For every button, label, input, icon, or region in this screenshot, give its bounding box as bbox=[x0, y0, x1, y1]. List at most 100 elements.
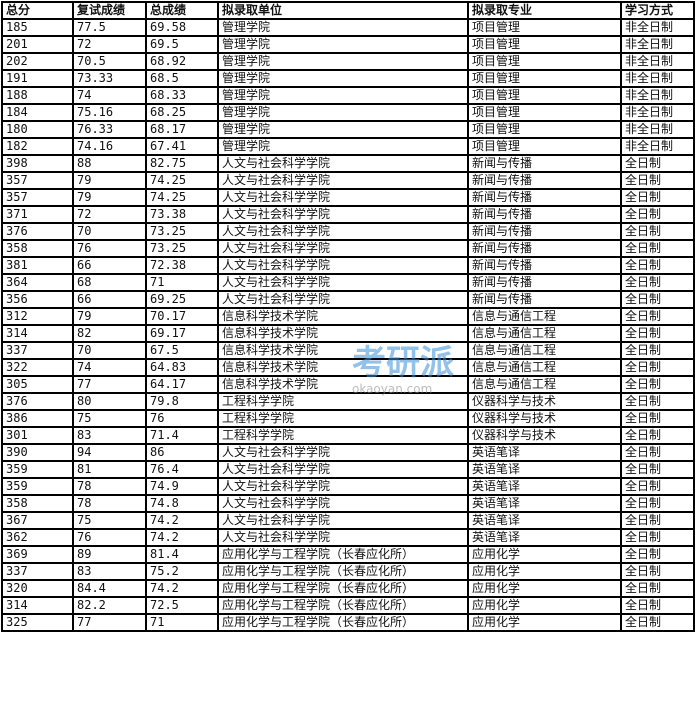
cell-total-score: 381 bbox=[1, 256, 74, 275]
cell-study-mode: 非全日制 bbox=[620, 35, 695, 54]
cell-final-score: 74.25 bbox=[145, 171, 219, 190]
cell-unit: 人文与社会科学学院 bbox=[217, 171, 469, 190]
cell-retest-score: 75 bbox=[72, 409, 147, 428]
table-row: 358 78 74.8 人文与社会科学学院 英语笔译 全日制 bbox=[1, 494, 695, 513]
cell-study-mode: 全日制 bbox=[620, 443, 695, 462]
cell-total-score: 305 bbox=[1, 375, 74, 394]
cell-retest-score: 72 bbox=[72, 205, 147, 224]
cell-final-score: 79.8 bbox=[145, 392, 219, 411]
cell-unit: 管理学院 bbox=[217, 35, 469, 54]
cell-study-mode: 非全日制 bbox=[620, 103, 695, 122]
table-row: 369 89 81.4 应用化学与工程学院（长春应化所） 应用化学 全日制 bbox=[1, 545, 695, 564]
cell-final-score: 72.5 bbox=[145, 596, 219, 615]
cell-final-score: 76.4 bbox=[145, 460, 219, 479]
cell-study-mode: 全日制 bbox=[620, 426, 695, 445]
cell-major: 英语笔译 bbox=[467, 528, 622, 547]
table-row: 359 81 76.4 人文与社会科学学院 英语笔译 全日制 bbox=[1, 460, 695, 479]
cell-major: 新闻与传播 bbox=[467, 205, 622, 224]
cell-study-mode: 非全日制 bbox=[620, 120, 695, 139]
cell-study-mode: 非全日制 bbox=[620, 86, 695, 105]
cell-total-score: 314 bbox=[1, 324, 74, 343]
cell-major: 应用化学 bbox=[467, 562, 622, 581]
cell-unit: 人文与社会科学学院 bbox=[217, 273, 469, 292]
cell-study-mode: 全日制 bbox=[620, 324, 695, 343]
cell-total-score: 358 bbox=[1, 494, 74, 513]
cell-unit: 人文与社会科学学院 bbox=[217, 528, 469, 547]
cell-total-score: 356 bbox=[1, 290, 74, 309]
cell-unit: 管理学院 bbox=[217, 52, 469, 71]
cell-study-mode: 全日制 bbox=[620, 528, 695, 547]
table-row: 184 75.16 68.25 管理学院 项目管理 非全日制 bbox=[1, 103, 695, 122]
cell-retest-score: 80 bbox=[72, 392, 147, 411]
cell-total-score: 359 bbox=[1, 460, 74, 479]
cell-retest-score: 76 bbox=[72, 239, 147, 258]
table-row: 191 73.33 68.5 管理学院 项目管理 非全日制 bbox=[1, 69, 695, 88]
table-row: 376 70 73.25 人文与社会科学学院 新闻与传播 全日制 bbox=[1, 222, 695, 241]
cell-unit: 人文与社会科学学院 bbox=[217, 205, 469, 224]
cell-final-score: 69.58 bbox=[145, 18, 219, 37]
cell-retest-score: 83 bbox=[72, 426, 147, 445]
cell-total-score: 358 bbox=[1, 239, 74, 258]
cell-major: 新闻与传播 bbox=[467, 239, 622, 258]
cell-total-score: 188 bbox=[1, 86, 74, 105]
cell-major: 项目管理 bbox=[467, 120, 622, 139]
cell-unit: 管理学院 bbox=[217, 137, 469, 156]
cell-unit: 人文与社会科学学院 bbox=[217, 511, 469, 530]
cell-unit: 人文与社会科学学院 bbox=[217, 290, 469, 309]
cell-major: 项目管理 bbox=[467, 86, 622, 105]
table-row: 185 77.5 69.58 管理学院 项目管理 非全日制 bbox=[1, 18, 695, 37]
cell-major: 英语笔译 bbox=[467, 511, 622, 530]
cell-unit: 应用化学与工程学院（长春应化所） bbox=[217, 596, 469, 615]
table-row: 182 74.16 67.41 管理学院 项目管理 非全日制 bbox=[1, 137, 695, 156]
table-row: 201 72 69.5 管理学院 项目管理 非全日制 bbox=[1, 35, 695, 54]
header-study-mode: 学习方式 bbox=[620, 1, 695, 20]
table-row: 337 83 75.2 应用化学与工程学院（长春应化所） 应用化学 全日制 bbox=[1, 562, 695, 581]
cell-total-score: 376 bbox=[1, 392, 74, 411]
cell-total-score: 185 bbox=[1, 18, 74, 37]
cell-final-score: 68.92 bbox=[145, 52, 219, 71]
cell-retest-score: 75.16 bbox=[72, 103, 147, 122]
cell-retest-score: 76.33 bbox=[72, 120, 147, 139]
cell-study-mode: 全日制 bbox=[620, 256, 695, 275]
cell-study-mode: 全日制 bbox=[620, 375, 695, 394]
table-row: 188 74 68.33 管理学院 项目管理 非全日制 bbox=[1, 86, 695, 105]
cell-retest-score: 68 bbox=[72, 273, 147, 292]
cell-retest-score: 77 bbox=[72, 375, 147, 394]
cell-major: 信息与通信工程 bbox=[467, 341, 622, 360]
cell-study-mode: 全日制 bbox=[620, 596, 695, 615]
cell-total-score: 314 bbox=[1, 596, 74, 615]
cell-major: 信息与通信工程 bbox=[467, 324, 622, 343]
cell-unit: 管理学院 bbox=[217, 69, 469, 88]
cell-final-score: 73.38 bbox=[145, 205, 219, 224]
cell-major: 英语笔译 bbox=[467, 494, 622, 513]
cell-final-score: 64.83 bbox=[145, 358, 219, 377]
cell-study-mode: 全日制 bbox=[620, 341, 695, 360]
cell-retest-score: 70.5 bbox=[72, 52, 147, 71]
cell-unit: 管理学院 bbox=[217, 18, 469, 37]
cell-final-score: 82.75 bbox=[145, 154, 219, 173]
cell-study-mode: 全日制 bbox=[620, 222, 695, 241]
table-row: 381 66 72.38 人文与社会科学学院 新闻与传播 全日制 bbox=[1, 256, 695, 275]
cell-total-score: 184 bbox=[1, 103, 74, 122]
cell-retest-score: 74 bbox=[72, 86, 147, 105]
cell-final-score: 69.5 bbox=[145, 35, 219, 54]
cell-total-score: 180 bbox=[1, 120, 74, 139]
cell-total-score: 337 bbox=[1, 341, 74, 360]
cell-total-score: 312 bbox=[1, 307, 74, 326]
cell-retest-score: 77 bbox=[72, 613, 147, 632]
cell-major: 信息与通信工程 bbox=[467, 307, 622, 326]
cell-major: 项目管理 bbox=[467, 103, 622, 122]
cell-unit: 人文与社会科学学院 bbox=[217, 239, 469, 258]
cell-major: 项目管理 bbox=[467, 137, 622, 156]
cell-retest-score: 82 bbox=[72, 324, 147, 343]
cell-unit: 信息科学技术学院 bbox=[217, 358, 469, 377]
cell-total-score: 398 bbox=[1, 154, 74, 173]
cell-unit: 信息科学技术学院 bbox=[217, 324, 469, 343]
cell-final-score: 75.2 bbox=[145, 562, 219, 581]
table-row: 305 77 64.17 信息科学技术学院 信息与通信工程 全日制 bbox=[1, 375, 695, 394]
cell-retest-score: 94 bbox=[72, 443, 147, 462]
cell-study-mode: 全日制 bbox=[620, 562, 695, 581]
cell-unit: 人文与社会科学学院 bbox=[217, 256, 469, 275]
cell-total-score: 362 bbox=[1, 528, 74, 547]
cell-study-mode: 全日制 bbox=[620, 579, 695, 598]
